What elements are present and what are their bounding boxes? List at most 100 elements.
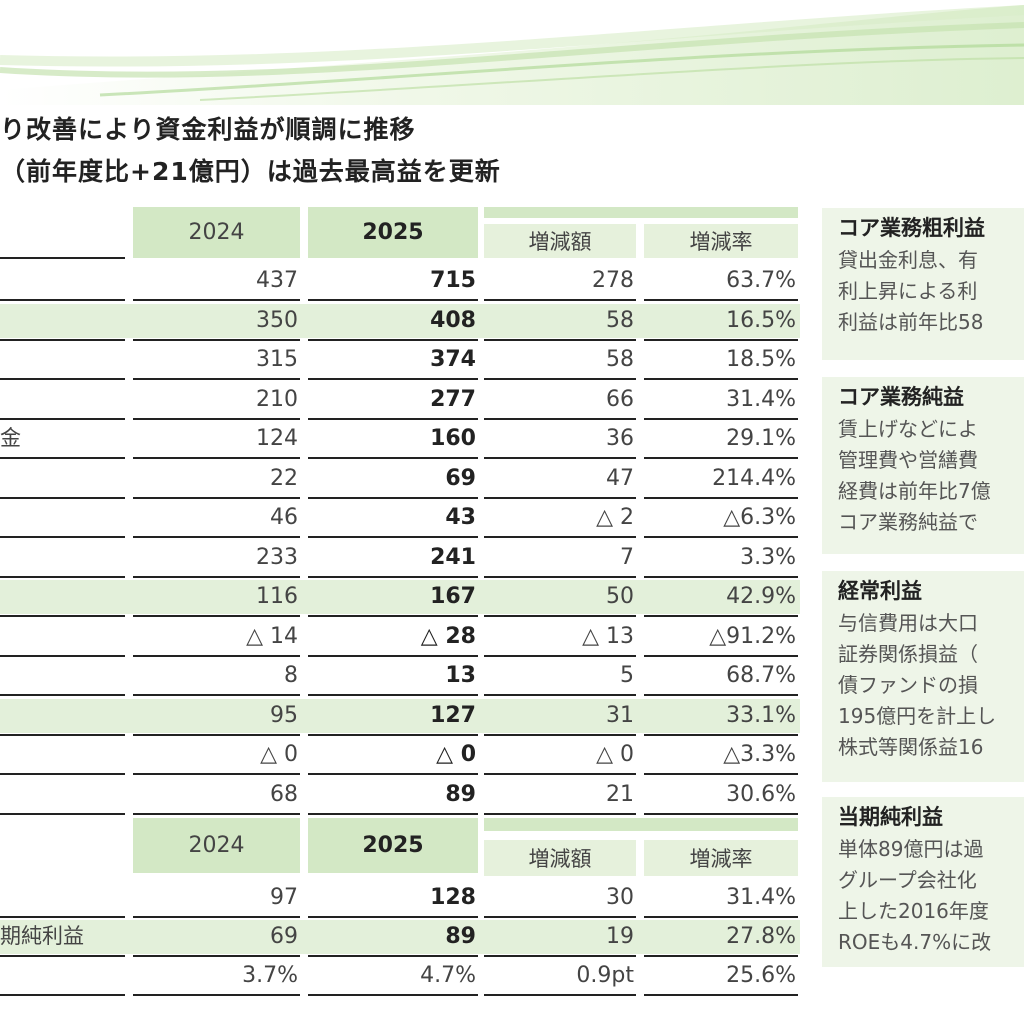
row-divider — [0, 378, 125, 380]
panel-text-line: 株式等関係益16 — [838, 735, 984, 759]
value-rate: 18.5% — [726, 347, 796, 372]
value-rate: 31.4% — [726, 885, 796, 910]
table-row: 46 43 △ 2 △6.3% — [0, 499, 800, 538]
row-divider — [308, 615, 478, 617]
row-divider — [0, 575, 125, 578]
row-divider — [133, 773, 300, 775]
value-rate: 214.4% — [712, 465, 796, 491]
value-2025: 374 — [430, 347, 476, 372]
row-divider — [308, 733, 478, 736]
panel-text-line: 与信費用は大口 — [838, 611, 978, 635]
value-diff: 21 — [606, 781, 634, 807]
panel-text-line: グループ会社化 — [838, 868, 977, 892]
panel-text-line: 上した2016年度 — [838, 899, 989, 923]
value-2025: 715 — [430, 268, 476, 293]
row-divider — [644, 417, 798, 420]
table-row: 315 374 58 18.5% — [0, 341, 800, 380]
row-shading — [0, 303, 800, 338]
value-diff: 58 — [606, 347, 634, 372]
value-2025: 4.7% — [420, 963, 476, 988]
panel-text-line: 195億円を計上し — [838, 704, 997, 728]
row-divider — [484, 378, 636, 380]
row-divider — [644, 496, 798, 499]
panel-title: 当期純利益 — [838, 805, 943, 829]
value-2024: 22 — [270, 465, 298, 491]
value-diff: 19 — [606, 924, 634, 949]
value-diff: 36 — [606, 426, 634, 451]
value-diff: △ 13 — [582, 623, 634, 649]
row-divider — [484, 654, 636, 657]
row-divider — [484, 773, 636, 775]
value-diff: △ 0 — [596, 742, 634, 767]
value-rate: 63.7% — [726, 268, 796, 293]
value-2025: 89 — [445, 924, 476, 949]
panel-text-line: 賃上げなどによ — [838, 417, 978, 441]
row-divider — [484, 496, 636, 499]
row-divider — [644, 299, 798, 301]
row-divider — [484, 536, 636, 538]
value-2025: 13 — [445, 663, 476, 688]
row-divider — [644, 378, 798, 380]
row-divider — [484, 299, 636, 301]
commentary-panel: コア業務粗利益 貸出金利息、有 利上昇による利 利益は前年比58 — [822, 208, 1024, 360]
header-2025: 2025 — [308, 818, 478, 873]
header-banner — [0, 0, 1024, 105]
value-2024: 3.7% — [242, 963, 298, 988]
header-diff: 増減額 — [484, 840, 636, 876]
value-rate: 27.8% — [726, 924, 796, 949]
value-2025: 69 — [445, 465, 476, 491]
row-divider — [484, 575, 636, 578]
row-divider — [0, 417, 125, 420]
value-2025: △ 28 — [420, 623, 476, 649]
row-divider — [133, 378, 300, 380]
commentary-panel: コア業務純益 賃上げなどによ 管理費や営繕費 経費は前年比7億 コア業務純益で — [822, 377, 1024, 554]
table-row: 437 715 278 63.7% — [0, 262, 800, 301]
value-rate: 30.6% — [726, 781, 796, 807]
row-divider — [644, 733, 798, 736]
row-divider — [644, 654, 798, 657]
value-diff: 66 — [606, 386, 634, 412]
row-divider — [484, 812, 636, 815]
commentary-panel: 当期純利益 単体89億円は過 グループ会社化 上した2016年度 ROEも4.7%に改 — [822, 797, 1024, 967]
row-divider — [484, 417, 636, 420]
row-divider — [133, 575, 300, 578]
value-2024: 68 — [270, 781, 298, 807]
panel-text-line: 貸出金利息、有 — [838, 248, 978, 272]
table-row: 350 408 58 16.5% — [0, 302, 800, 341]
row-divider — [308, 812, 478, 815]
row-divider — [133, 916, 300, 918]
header-diff: 増減額 — [484, 224, 636, 258]
green-wave-decoration — [0, 0, 1024, 105]
row-divider — [0, 812, 125, 815]
panel-title: コア業務純益 — [838, 385, 964, 409]
table-row: 95 127 31 33.1% — [0, 697, 800, 736]
panel-text-line: ROEも4.7%に改 — [838, 930, 992, 954]
row-divider — [484, 615, 636, 617]
row-label: 期純利益 — [0, 924, 84, 948]
table-row: 期純利益 69 89 19 27.8% — [0, 918, 800, 957]
panel-title: 経常利益 — [838, 579, 922, 603]
row-divider — [644, 916, 798, 918]
row-divider — [133, 994, 300, 996]
row-divider — [0, 338, 125, 341]
value-2025: 128 — [430, 885, 476, 910]
value-2024: 8 — [284, 663, 298, 688]
row-divider — [133, 812, 300, 815]
panel-text-line: 債ファンドの損 — [838, 673, 978, 697]
row-divider — [0, 615, 125, 617]
panel-text-line: 管理費や営繕費 — [838, 448, 978, 472]
value-rate: 33.1% — [726, 702, 796, 728]
row-divider — [133, 733, 300, 736]
value-rate: △3.3% — [723, 742, 796, 767]
value-diff: 0.9pt — [576, 963, 634, 988]
row-divider — [644, 994, 798, 996]
value-rate: 68.7% — [726, 663, 796, 688]
panel-text-line: 利益は前年比58 — [838, 310, 984, 334]
table-row: 116 167 50 42.9% — [0, 578, 800, 617]
row-divider — [308, 955, 478, 957]
row-divider — [0, 654, 125, 657]
table-row: 8 13 5 68.7% — [0, 657, 800, 696]
row-divider — [133, 955, 300, 957]
row-shading — [0, 698, 800, 733]
row-divider — [0, 773, 125, 775]
